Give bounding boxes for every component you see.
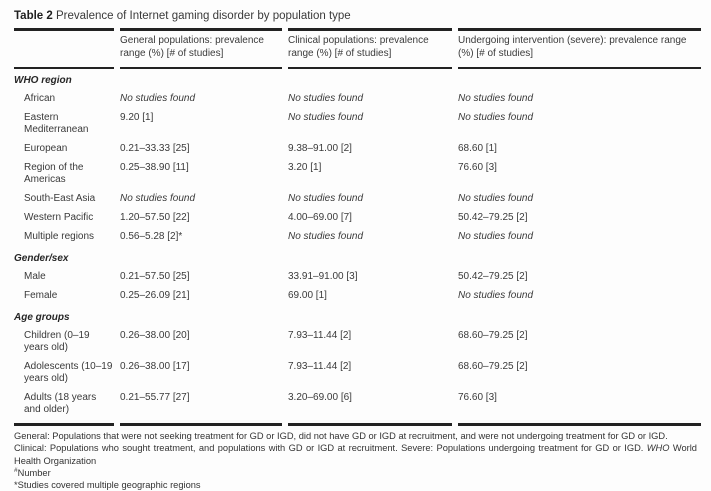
cell: 1.20–57.50 [22] [120, 212, 190, 223]
footnote-clinical-text: Clinical: Populations who sought treatme… [14, 443, 647, 454]
column-header-general: General populations: prevalence range (%… [120, 28, 282, 69]
table-row: Multiple regions 0.56–5.28 [2]* No studies… [14, 228, 701, 247]
cell: No studies found [458, 112, 534, 123]
row-label: Adolescents (10–19 years old) [24, 361, 113, 384]
table-row: Region of the Americas 0.25–38.90 [11] 3.2… [14, 159, 701, 190]
table-body: WHO region African No studies found No stud… [14, 69, 701, 426]
table-number-label: Table 2 [14, 10, 53, 22]
cell: 0.21–33.33 [25] [120, 143, 190, 154]
cell: No studies found [288, 193, 364, 204]
cell: 4.00–69.00 [7] [288, 212, 352, 223]
row-label: South-East Asia [24, 193, 96, 204]
cell: 68.60–79.25 [2] [458, 361, 528, 372]
row-label: African [24, 93, 56, 104]
footnotes: General: Populations that were not seeki… [14, 430, 697, 491]
table-row: Children (0–19 years old) 0.26–38.00 [20]… [14, 327, 701, 358]
cell: No studies found [458, 231, 534, 242]
cell: 0.26–38.00 [17] [120, 361, 190, 372]
cell: 69.00 [1] [288, 290, 327, 301]
cell: 33.91–91.00 [3] [288, 271, 358, 282]
cell: 0.21–55.77 [27] [120, 389, 282, 426]
section-label: Age groups [14, 312, 70, 323]
table-row: Adults (18 years and older) 0.21–55.77 [2… [14, 389, 701, 426]
cell: 0.25–38.90 [11] [120, 162, 189, 173]
cell: 76.60 [3] [458, 162, 497, 173]
cell: No studies found [288, 112, 364, 123]
table-row: Adolescents (10–19 years old) 0.26–38.00 … [14, 358, 701, 389]
row-label: Children (0–19 years old) [24, 330, 90, 353]
table-row: European 0.21–33.33 [25] 9.38–91.00 [2] 68.… [14, 140, 701, 159]
row-label: Multiple regions [24, 231, 95, 242]
cell: 9.38–91.00 [2] [288, 143, 352, 154]
cell: No studies found [458, 290, 534, 301]
table-row: Western Pacific 1.20–57.50 [22] 4.00–69.00… [14, 209, 701, 228]
row-label: Western Pacific [24, 212, 94, 223]
number-label: Number [17, 467, 51, 478]
row-label: Male [24, 271, 46, 282]
table-row: South-East Asia No studies found No studie… [14, 190, 701, 209]
cell: No studies found [120, 93, 196, 104]
cell: 50.42–79.25 [2] [458, 271, 528, 282]
column-header-empty [14, 28, 114, 69]
who-abbreviation: WHO [646, 443, 670, 454]
footnote-asterisk: *Studies covered multiple geographic reg… [14, 480, 201, 491]
footnote-general: General: Populations that were not seeki… [14, 431, 668, 441]
table-row: Eastern Mediterranean 9.20 [1] No studies … [14, 109, 701, 140]
cell: 68.60–79.25 [2] [458, 330, 528, 341]
cell: No studies found [458, 93, 534, 104]
row-label: Region of the Americas [24, 162, 84, 185]
cell: No studies found [288, 93, 364, 104]
cell: 7.93–11.44 [2] [288, 361, 352, 372]
cell: 7.93–11.44 [2] [288, 330, 352, 341]
who-expansion: World Health Organization [14, 443, 697, 466]
row-label: Eastern Mediterranean [24, 112, 89, 135]
table-title: Table 2 Prevalence of Internet gaming di… [0, 0, 711, 23]
section-label: Gender/sex [14, 253, 69, 264]
row-label: European [24, 143, 68, 154]
section-row: Age groups [14, 306, 701, 327]
table-caption: Prevalence of Internet gaming disorder b… [55, 10, 351, 22]
section-label: WHO region [14, 75, 72, 86]
header-row: General populations: prevalence range (%… [14, 28, 701, 69]
cell: 3.20 [1] [288, 162, 322, 173]
section-row: Gender/sex [14, 247, 701, 268]
row-label: Adults (18 years and older) [14, 389, 114, 426]
prevalence-table: General populations: prevalence range (%… [8, 28, 707, 426]
cell: 68.60 [1] [458, 143, 497, 154]
table-row: Male 0.21–57.50 [25] 33.91–91.00 [3] 50.42–… [14, 268, 701, 287]
cell: 0.21–57.50 [25] [120, 271, 190, 282]
cell: No studies found [288, 231, 364, 242]
footnote-clinical: Clinical: Populations who sought treatme… [14, 442, 697, 467]
cell: 0.56–5.28 [2]* [120, 231, 183, 242]
cell: No studies found [120, 193, 196, 204]
cell: 3.20–69.00 [6] [288, 389, 452, 426]
table-row: Female 0.25–26.09 [21] 69.00 [1] No studies… [14, 287, 701, 306]
cell: 9.20 [1] [120, 112, 154, 123]
column-header-severe: Undergoing intervention (severe): preval… [458, 28, 701, 69]
cell: 0.26–38.00 [20] [120, 330, 190, 341]
row-label: Female [24, 290, 58, 301]
cell: No studies found [458, 193, 534, 204]
table-row: African No studies found No studies found N… [14, 90, 701, 109]
cell: 76.60 [3] [458, 389, 701, 426]
cell: 50.42–79.25 [2] [458, 212, 528, 223]
column-header-clinical: Clinical populations: prevalence range (… [288, 28, 452, 69]
cell: 0.25–26.09 [21] [120, 290, 190, 301]
section-row: WHO region [14, 69, 701, 90]
